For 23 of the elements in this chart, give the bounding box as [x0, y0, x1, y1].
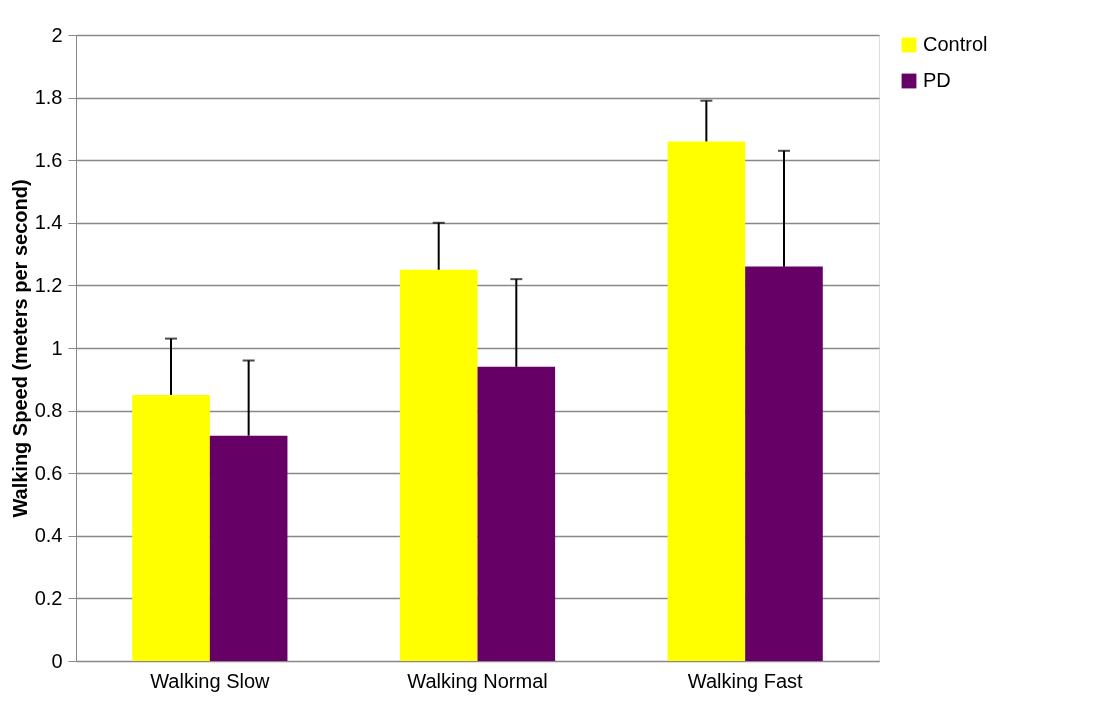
bar: [477, 366, 556, 661]
y-tick-label: 1.6: [34, 148, 63, 171]
bar: [745, 266, 823, 661]
y-tick-label: 2: [51, 23, 63, 46]
y-tick-label: 1.2: [34, 273, 63, 296]
y-tick-label: 0.2: [34, 586, 63, 609]
x-tick-label: Walking Fast: [687, 669, 804, 692]
y-axis-title: Walking Speed (meters per second): [8, 179, 31, 518]
x-tick-label: Walking Normal: [407, 669, 548, 692]
bar: [399, 269, 478, 661]
y-tick-label: 0.8: [34, 399, 63, 422]
y-tick-label: 0.6: [34, 461, 63, 484]
bar: [209, 435, 288, 661]
y-tick-label: 0.4: [34, 524, 63, 547]
x-tick-label: Walking Slow: [150, 669, 271, 692]
y-tick-label: 1.4: [34, 211, 63, 234]
legend-label: Control: [923, 33, 988, 55]
legend-label: PD: [923, 69, 951, 91]
y-tick-label: 0: [51, 649, 63, 672]
bar: [132, 394, 210, 661]
bar: [667, 141, 746, 661]
y-tick-label: 1: [51, 336, 63, 359]
y-tick-label: 1.8: [34, 86, 63, 109]
